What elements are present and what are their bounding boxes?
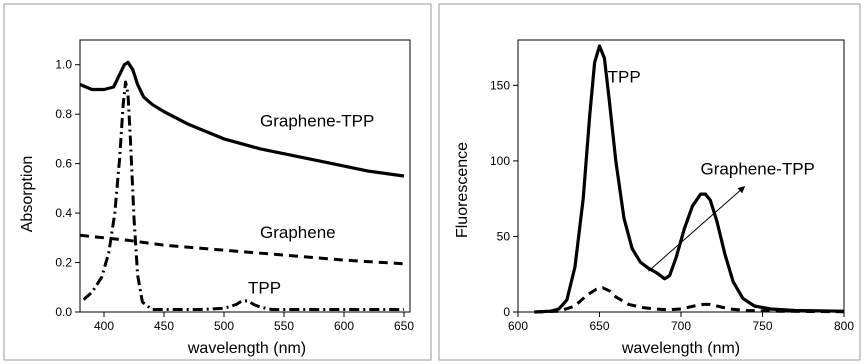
y-tick-label: 0 (503, 305, 510, 319)
x-tick-label: 750 (752, 319, 772, 333)
series-annotation: TPP (248, 278, 281, 297)
x-tick-label: 450 (154, 319, 174, 333)
y-tick-label: 0.0 (55, 305, 72, 319)
absorption-y-axis-label: Absorption (19, 156, 36, 233)
y-tick-label: 50 (497, 229, 511, 243)
series-line-graphene-tpp (534, 286, 845, 314)
y-tick-label: 0.8 (55, 107, 72, 121)
fluorescence-x-ticks: 600 650 700 750 800 (508, 312, 854, 333)
fluorescence-chart: 600 650 700 750 800 0 50 100 150 wavelength (nm… (454, 39, 854, 357)
series-line-graphene-tpp (79, 60, 405, 178)
y-tick-label: 0.4 (55, 206, 72, 220)
series-annotation: Graphene-TPP (260, 112, 374, 131)
x-tick-label: 600 (508, 319, 528, 333)
trend-arrow (648, 186, 746, 272)
y-tick-label: 1.0 (55, 58, 72, 72)
series-annotation: Graphene-TPP (701, 159, 815, 178)
x-tick-label: 700 (671, 319, 691, 333)
absorption-x-axis-label: wavelength (nm) (187, 340, 306, 357)
y-tick-label: 100 (490, 154, 510, 168)
x-tick-label: 800 (834, 319, 854, 333)
absorption-y-ticks: 0.0 0.2 0.4 0.6 0.8 1.0 (55, 58, 80, 319)
fluorescence-y-ticks: 0 50 100 150 (490, 78, 518, 319)
fluorescence-y-axis-label: Fluorescence (454, 142, 471, 238)
series-annotation: TPP (608, 67, 641, 86)
series-line-graphene (79, 233, 405, 266)
series-line-tpp (534, 44, 845, 314)
absorption-plot-area (79, 39, 411, 313)
absorption-chart: 400 450 500 550 600 650 0.0 0.2 0.4 0.6 0.8 1.0 wa… (19, 39, 414, 357)
series-annotation: Graphene (260, 223, 336, 242)
y-tick-label: 150 (490, 78, 510, 92)
y-tick-label: 0.2 (55, 256, 72, 270)
x-tick-label: 650 (589, 319, 609, 333)
x-tick-label: 650 (394, 319, 414, 333)
absorption-series-lines (79, 60, 405, 311)
y-tick-label: 0.6 (55, 157, 72, 171)
x-tick-label: 550 (274, 319, 294, 333)
absorption-annotations: Graphene-TPP Graphene TPP (248, 112, 374, 298)
fluorescence-series-lines (534, 44, 845, 314)
x-tick-label: 500 (214, 319, 234, 333)
x-tick-label: 600 (334, 319, 354, 333)
x-tick-label: 400 (94, 319, 114, 333)
fluorescence-x-axis-label: wavelength (nm) (621, 340, 740, 357)
absorption-x-ticks: 400 450 500 550 600 650 (94, 312, 414, 333)
fluorescence-annotations: TPP Graphene-TPP (608, 67, 815, 178)
right-panel-frame (438, 3, 861, 361)
left-panel-frame (3, 3, 432, 361)
